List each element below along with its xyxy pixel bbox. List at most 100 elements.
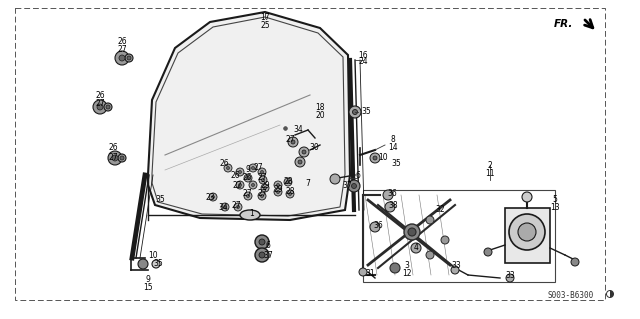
Circle shape [302,150,306,154]
Circle shape [227,167,230,169]
Circle shape [274,181,282,189]
Circle shape [236,168,244,176]
Text: 2: 2 [488,160,492,169]
Text: 37: 37 [342,182,352,190]
Circle shape [112,155,118,161]
Circle shape [348,180,360,192]
Circle shape [252,167,255,169]
Text: 35: 35 [361,108,371,116]
Text: 35: 35 [391,160,401,168]
Text: 25: 25 [260,21,270,31]
Circle shape [385,202,395,212]
Text: 27: 27 [285,136,295,145]
Text: 33: 33 [505,271,515,279]
Text: 6: 6 [356,172,360,181]
Circle shape [234,203,242,211]
Circle shape [259,252,265,258]
Text: 29: 29 [273,184,283,194]
Circle shape [211,196,214,198]
Circle shape [262,179,264,182]
Circle shape [518,223,536,241]
Text: 14: 14 [388,144,398,152]
Circle shape [426,251,434,259]
Circle shape [295,157,305,167]
Circle shape [509,214,545,250]
Circle shape [359,268,367,276]
Text: 36: 36 [387,189,397,197]
Circle shape [152,260,160,268]
Circle shape [370,222,380,232]
Circle shape [287,181,289,183]
Text: 13: 13 [550,204,560,212]
Text: 27: 27 [231,202,241,211]
Circle shape [426,216,434,224]
Circle shape [237,205,239,209]
Polygon shape [148,12,350,220]
Text: 18: 18 [316,103,324,113]
Circle shape [252,183,255,187]
Circle shape [276,190,280,194]
Circle shape [353,109,358,115]
Circle shape [349,106,361,118]
Circle shape [289,192,291,196]
Circle shape [451,266,459,274]
Circle shape [118,154,126,162]
Circle shape [370,153,380,163]
Circle shape [258,168,266,176]
Text: 27: 27 [117,46,127,55]
Text: 34: 34 [293,125,303,135]
Text: 28: 28 [285,188,295,197]
Text: 5: 5 [552,196,557,204]
Circle shape [284,178,292,186]
Circle shape [97,104,103,110]
Text: 17: 17 [260,13,270,23]
Circle shape [299,147,309,157]
Circle shape [108,151,122,165]
Text: 30: 30 [309,144,319,152]
Circle shape [115,51,129,65]
Text: 29: 29 [260,182,270,190]
Bar [363,190,555,282]
Circle shape [441,236,449,244]
Wedge shape [610,291,614,298]
Text: 27: 27 [242,189,252,198]
Text: 10: 10 [148,250,158,259]
Circle shape [239,170,241,174]
Circle shape [291,140,295,144]
Text: 8: 8 [390,136,396,145]
Circle shape [120,156,124,160]
Text: 4: 4 [413,243,419,253]
Text: 26: 26 [95,91,105,100]
Text: 35: 35 [155,196,165,204]
Text: 15: 15 [143,284,153,293]
Text: 3: 3 [404,261,410,270]
Text: 26: 26 [219,159,229,167]
Text: 26: 26 [230,170,240,180]
Circle shape [246,176,250,180]
Circle shape [276,183,280,187]
Text: 9: 9 [145,276,150,285]
Text: 22: 22 [232,182,242,190]
Circle shape [383,190,393,200]
Text: 28: 28 [284,176,292,186]
Circle shape [221,203,229,211]
Text: 26: 26 [108,144,118,152]
Text: 33: 33 [451,262,461,271]
Text: 36: 36 [373,220,383,229]
Circle shape [404,224,420,240]
Circle shape [244,192,252,200]
Circle shape [244,174,252,182]
Text: 32: 32 [435,205,445,214]
Circle shape [260,195,264,197]
Text: 34: 34 [218,204,228,212]
Circle shape [484,248,492,256]
Circle shape [411,243,421,253]
Text: 10: 10 [378,153,388,162]
Circle shape [224,164,232,172]
Circle shape [258,192,266,200]
Circle shape [125,54,133,62]
Circle shape [408,228,416,236]
Circle shape [571,258,579,266]
Text: 26: 26 [242,174,252,182]
Bar [505,208,550,263]
